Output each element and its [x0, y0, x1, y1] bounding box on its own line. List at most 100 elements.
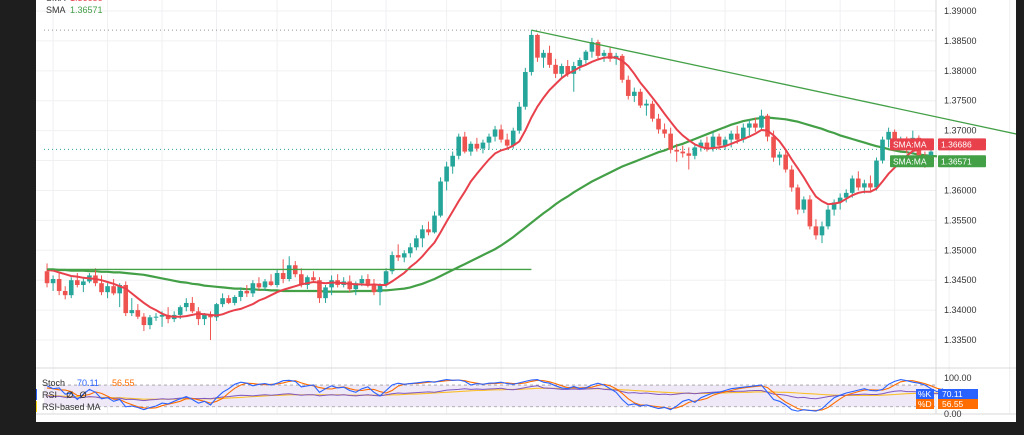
- oscillator-series-label: %K: [918, 389, 932, 399]
- candle-body: [710, 136, 716, 149]
- oscillator-series-label: %D: [918, 399, 932, 409]
- candle-body: [323, 287, 328, 299]
- candle-body: [50, 279, 56, 284]
- candle-body: [183, 302, 189, 308]
- price-tick-label: 1.33500: [944, 335, 977, 345]
- candle-body: [892, 131, 897, 144]
- oscillator-legend-badge: [36, 389, 37, 400]
- candle-body: [504, 139, 510, 146]
- candle-body: [486, 136, 492, 143]
- candle-body: [686, 153, 692, 156]
- candle-body: [583, 51, 589, 61]
- candle-body: [607, 52, 613, 59]
- candle-body: [450, 155, 455, 167]
- price-tag-value: 1.36686: [941, 139, 972, 149]
- candle-body: [874, 160, 879, 188]
- oscillator-legend-item: 70.11: [77, 378, 99, 388]
- candle-body: [44, 271, 50, 284]
- oscillator-value-tag: [938, 389, 978, 399]
- candle-body: [789, 169, 795, 188]
- candle-body: [220, 298, 225, 305]
- oscillator-legend-item: Ø: [66, 390, 73, 400]
- candle-body: [868, 183, 873, 188]
- oscillator-legend-badge: [36, 401, 37, 412]
- candle-body: [244, 290, 250, 294]
- candle-body: [535, 34, 540, 58]
- candle-body: [256, 283, 262, 288]
- candle-body: [426, 229, 431, 233]
- series-name-label: SMA:MA: [893, 156, 927, 166]
- candle-body: [141, 316, 147, 326]
- candle-body: [371, 284, 377, 293]
- legend-series-name: SMA: [46, 5, 66, 15]
- candle-body: [462, 136, 468, 152]
- oscillator-value: 56.55: [942, 399, 964, 409]
- candle-body: [771, 136, 776, 158]
- candle-body: [250, 283, 256, 294]
- candle-body: [117, 284, 122, 294]
- candle-body: [837, 197, 843, 203]
- legend-series-value: 1.36571: [70, 5, 103, 15]
- chart-background: [36, 0, 1016, 422]
- candle-body: [886, 131, 891, 140]
- candle-body: [740, 127, 746, 140]
- candle-body: [414, 238, 419, 248]
- candle-body: [123, 284, 129, 314]
- candle-body: [759, 115, 764, 128]
- price-tick-label: 1.35000: [944, 245, 977, 255]
- candle-body: [722, 139, 728, 146]
- candle-body: [262, 281, 268, 288]
- price-tick-label: 1.37000: [944, 126, 977, 136]
- candle-body: [286, 265, 292, 280]
- candle-body: [177, 307, 183, 315]
- candle-body: [825, 209, 831, 227]
- candle-body: [625, 79, 631, 96]
- oscillator-axis[interactable]: 100.0050.000.00%K70.11%D56.55: [916, 373, 978, 419]
- candle-body: [105, 286, 110, 293]
- oscillator-legend-item: RSI-based MA: [42, 402, 101, 412]
- price-tick-label: 1.37500: [944, 96, 977, 106]
- price-tick-label: 1.36000: [944, 185, 977, 195]
- candle-body: [849, 178, 855, 193]
- series-name-tag: [890, 138, 934, 151]
- candle-body: [523, 72, 528, 107]
- candle-body: [329, 280, 334, 288]
- candle-body: [232, 296, 238, 303]
- candle-body: [196, 311, 201, 320]
- candle-body: [716, 136, 722, 146]
- candle-body: [734, 133, 740, 140]
- candle-body: [202, 314, 207, 320]
- candle-body: [99, 283, 104, 293]
- candle-body: [480, 142, 486, 149]
- candle-body: [280, 273, 286, 280]
- candle-body: [783, 154, 788, 170]
- candle-body: [577, 60, 583, 67]
- candle-body: [692, 147, 698, 156]
- oscillator-value-tag: [938, 399, 978, 409]
- candle-body: [819, 226, 825, 236]
- candle-body: [565, 66, 571, 74]
- candle-body: [468, 143, 474, 152]
- candle-body: [638, 91, 643, 106]
- candle-body: [559, 66, 564, 74]
- candle-body: [662, 129, 667, 134]
- candle-body: [728, 133, 734, 140]
- price-tick-label: 1.39000: [944, 6, 977, 16]
- candle-body: [510, 130, 516, 146]
- candle-body: [432, 215, 437, 233]
- candle-body: [843, 192, 849, 198]
- candle-body: [353, 283, 359, 290]
- stoch-k-line: [46, 379, 944, 412]
- candle-body: [601, 52, 607, 56]
- candle-body: [359, 279, 365, 284]
- oscillator-legend-item: RSI: [42, 390, 57, 400]
- price-axis[interactable]: 1.39000 1.38500 1.38000 1.37500 1.37000 1.365…: [938, 6, 986, 345]
- oscillator-legend-item: Ø: [80, 390, 87, 400]
- candle-body: [541, 52, 546, 58]
- candle-body: [644, 103, 649, 106]
- candle-body: [147, 317, 153, 326]
- candle-body: [589, 42, 595, 52]
- candle-body: [619, 55, 625, 80]
